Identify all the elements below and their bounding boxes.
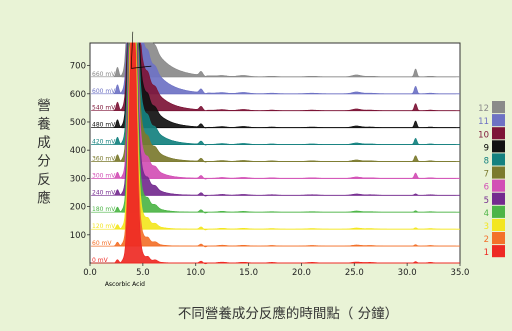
legend-swatch-12: [492, 101, 505, 114]
trace-label-3: 120 mV: [92, 223, 116, 230]
integration-line: [130, 31, 134, 69]
trace-label-12: 660 mV: [92, 71, 116, 78]
x-tick-label: 0.0: [83, 268, 97, 278]
legend-swatch-11: [492, 114, 505, 127]
x-tick-label: 30.0: [398, 268, 417, 278]
legend-number-3: 3: [484, 222, 489, 232]
y-tick-label: 400: [70, 146, 86, 156]
x-tick-label: 5.0: [136, 268, 150, 278]
legend-number-7: 7: [484, 170, 489, 180]
legend-number-10: 10: [478, 130, 489, 140]
trace-label-4: 180 mV: [92, 206, 116, 213]
trace-label-6: 300 mV: [92, 172, 116, 179]
y-tick-label: 200: [70, 203, 86, 213]
legend-swatch-9: [492, 140, 505, 153]
x-tick-label: 15.0: [239, 268, 258, 278]
legend-number-6: 6: [484, 183, 489, 193]
legend: 12 11 10 9 8 7 6 5 4 3 2 1: [478, 101, 505, 258]
integration-line: [131, 65, 152, 69]
y-axis-label: 營養成分反應: [37, 98, 51, 207]
y-tick-label: 700: [70, 62, 86, 72]
legend-number-8: 8: [484, 157, 489, 167]
y-axis-label-char: 成: [37, 135, 51, 151]
ascorbic-acid-annotation: Ascorbic Acid: [105, 281, 145, 288]
trace-label-2: 60 mV: [92, 240, 112, 247]
trace-label-11: 600 mV: [92, 88, 116, 95]
y-tick-label: 500: [70, 118, 86, 128]
legend-swatch-7: [492, 166, 505, 179]
y-axis-label-char: 養: [37, 116, 51, 133]
legend-swatch-1: [492, 245, 505, 258]
legend-number-2: 2: [484, 235, 489, 245]
legend-swatch-2: [492, 232, 505, 245]
legend-swatch-8: [492, 153, 505, 166]
legend-number-11: 11: [478, 117, 489, 127]
legend-swatch-10: [492, 127, 505, 140]
trace-label-group: 0 mV 60 mV 120 mV 180 mV 240 mV 300 mV 360 mV 4…: [92, 71, 116, 264]
x-tick-label: 25.0: [345, 268, 364, 278]
legend-number-5: 5: [484, 196, 489, 206]
x-axis-label: 不同營養成分反應的時間點（ 分鐘）: [178, 305, 398, 322]
legend-number-1: 1: [484, 248, 489, 258]
y-tick-label: 600: [70, 90, 86, 100]
trace-label-8: 420 mV: [92, 139, 116, 146]
legend-swatch-3: [492, 218, 505, 231]
y-axis-label-char: 分: [37, 154, 51, 170]
legend-number-4: 4: [484, 209, 489, 219]
trace-label-9: 480 mV: [92, 122, 116, 129]
legend-swatch-5: [492, 192, 505, 205]
trace-label-7: 360 mV: [92, 155, 116, 162]
trace-label-1: 0 mV: [92, 257, 109, 264]
y-axis-label-char: 營: [37, 98, 51, 114]
axes-group: 0.0 5.0 10.0 15.0 20.0 25.0 30.0 35.0 100 200 300 4…: [70, 62, 470, 278]
trace-label-5: 240 mV: [92, 189, 116, 196]
y-axis-label-char: 反: [37, 172, 51, 188]
y-axis-label-char: 應: [37, 190, 51, 207]
trace-label-10: 540 mV: [92, 105, 116, 112]
legend-number-9: 9: [484, 143, 489, 153]
trace-group: [91, 31, 460, 265]
y-tick-label: 300: [70, 174, 86, 184]
legend-swatch-4: [492, 205, 505, 218]
x-tick-label: 10.0: [186, 268, 205, 278]
legend-swatch-6: [492, 179, 505, 192]
legend-number-12: 12: [478, 104, 489, 114]
x-tick-label: 20.0: [292, 268, 311, 278]
x-tick-label: 35.0: [451, 268, 470, 278]
y-tick-label: 100: [70, 231, 86, 241]
